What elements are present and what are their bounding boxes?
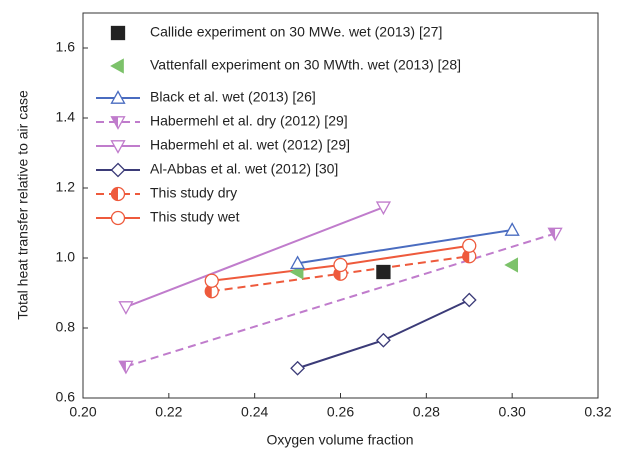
marker (376, 264, 391, 280)
legend-label: Habermehl et al. wet (2012) [29] (150, 137, 350, 153)
marker (461, 292, 477, 308)
marker-fill (548, 228, 556, 240)
series-line (297, 229, 513, 265)
y-tick-label: 0.6 (56, 389, 76, 405)
legend-marker (110, 210, 126, 226)
y-tick-label: 1.2 (56, 179, 76, 195)
legend-marker (110, 25, 126, 41)
marker (375, 201, 392, 216)
marker-fill (119, 361, 126, 373)
marker-fill (111, 116, 118, 129)
legend-marker (110, 162, 126, 178)
legend-marker (110, 90, 126, 104)
marker (462, 238, 477, 253)
marker-fill (462, 249, 470, 263)
y-tick-label: 0.8 (56, 319, 76, 335)
legend-label: Habermehl et al. dry (2012) [29] (150, 113, 348, 129)
legend-label: Al-Abbas et al. wet (2012) [30] (150, 161, 338, 177)
x-tick-label: 0.22 (155, 404, 182, 420)
x-tick-label: 0.30 (499, 404, 526, 420)
series-line (211, 255, 470, 293)
series-line (125, 206, 384, 308)
marker (289, 255, 306, 270)
y-tick-label: 1.4 (56, 109, 76, 125)
y-tick-label: 1.6 (56, 39, 76, 55)
x-tick-label: 0.28 (413, 404, 440, 420)
marker-fill (111, 187, 118, 201)
series-line (125, 232, 556, 368)
legend-label: This study dry (150, 185, 237, 201)
x-tick-label: 0.20 (69, 404, 96, 420)
marker (118, 301, 134, 315)
x-tick-label: 0.32 (584, 404, 611, 420)
x-axis-label: Oxygen volume fraction (266, 432, 413, 448)
y-axis-label: Total heat transfer relative to air case (15, 90, 31, 320)
marker (504, 257, 519, 273)
marker (333, 257, 348, 273)
marker (375, 332, 391, 348)
legend-marker (110, 58, 124, 74)
legend-label: This study wet (150, 209, 240, 225)
marker (204, 273, 219, 288)
legend-label: Callide experiment on 30 MWe. wet (2013)… (150, 24, 442, 40)
marker-fill (205, 284, 212, 298)
x-tick-label: 0.26 (327, 404, 354, 420)
y-tick-label: 1.0 (56, 249, 76, 265)
legend-label: Black et al. wet (2013) [26] (150, 89, 316, 105)
x-tick-label: 0.24 (241, 404, 268, 420)
marker (504, 222, 520, 236)
legend-marker (110, 140, 126, 154)
marker (290, 360, 306, 376)
legend-label: Vattenfall experiment on 30 MWth. wet (2… (150, 57, 461, 73)
